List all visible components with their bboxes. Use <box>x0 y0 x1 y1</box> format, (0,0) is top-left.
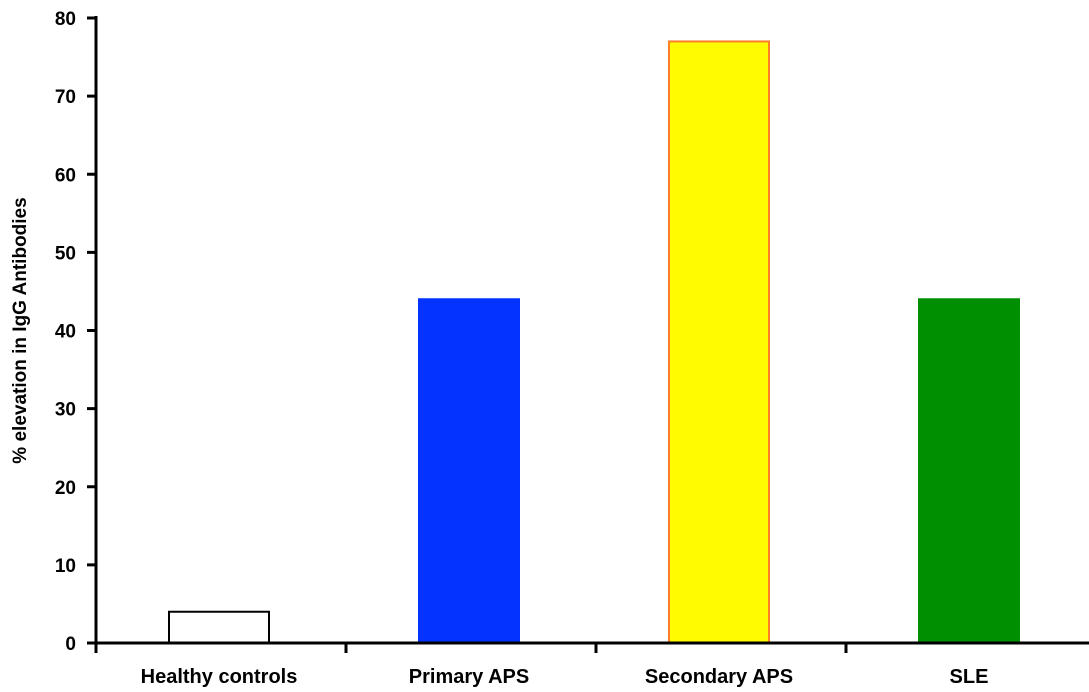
bar-primary-aps <box>418 298 520 644</box>
bar-healthy-controls <box>168 610 270 644</box>
y-tick-label: 60 <box>55 165 76 186</box>
y-tick-label: 40 <box>55 322 76 343</box>
y-axis-title: % elevation in IgG Antibodies <box>10 197 31 463</box>
y-axis: 0 10 20 30 40 50 60 70 80 <box>55 9 98 655</box>
x-category-label: Secondary APS <box>645 666 793 688</box>
x-category-label: SLE <box>950 666 989 688</box>
y-tick-label: 80 <box>55 9 76 30</box>
y-tick-label: 10 <box>55 556 76 577</box>
x-category-label: Primary APS <box>409 666 529 688</box>
y-tick-label: 50 <box>55 243 76 264</box>
bar-sle <box>918 298 1020 644</box>
y-tick-label: 0 <box>65 634 76 655</box>
y-tick-label: 30 <box>55 400 76 421</box>
bars-group <box>168 40 1020 644</box>
y-tick-label: 20 <box>55 478 76 499</box>
x-axis: Healthy controls Primary APS Secondary APS… <box>94 641 1089 688</box>
bar-secondary-aps <box>668 40 770 644</box>
y-tick-label: 70 <box>55 87 76 108</box>
x-category-label: Healthy controls <box>141 666 298 688</box>
